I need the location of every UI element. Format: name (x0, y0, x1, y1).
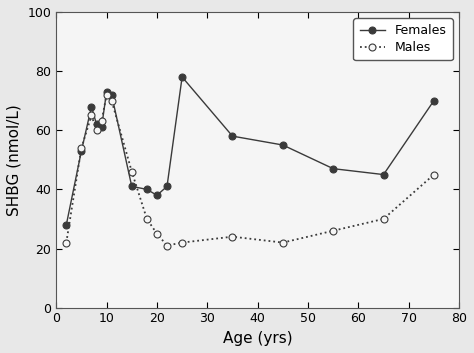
Females (164, 184, 170, 189)
Males (179, 240, 185, 245)
Legend: Females, Males: Females, Males (354, 18, 453, 60)
Females (109, 92, 114, 97)
Males (79, 146, 84, 150)
Males (381, 217, 386, 221)
Females (104, 90, 109, 94)
Males (64, 240, 69, 245)
Males (330, 229, 336, 233)
Females (229, 134, 235, 138)
Females (64, 223, 69, 227)
Males (154, 232, 160, 236)
Females (431, 98, 437, 103)
Females (381, 173, 386, 177)
Males (280, 240, 286, 245)
Males (144, 217, 150, 221)
Females (89, 104, 94, 109)
Line: Females: Females (63, 73, 438, 228)
Line: Males: Males (63, 91, 438, 249)
Females (79, 149, 84, 153)
Males (129, 169, 135, 174)
Females (154, 193, 160, 197)
Females (99, 125, 104, 130)
Males (164, 244, 170, 248)
Males (99, 119, 104, 124)
Females (144, 187, 150, 191)
Males (109, 98, 114, 103)
Males (104, 92, 109, 97)
Females (280, 143, 286, 147)
Males (431, 173, 437, 177)
Females (330, 167, 336, 171)
Females (94, 122, 100, 126)
Females (179, 75, 185, 79)
Y-axis label: SHBG (nmol/L): SHBG (nmol/L) (7, 104, 22, 216)
X-axis label: Age (yrs): Age (yrs) (223, 331, 292, 346)
Females (129, 184, 135, 189)
Males (94, 128, 100, 132)
Males (89, 113, 94, 118)
Males (229, 234, 235, 239)
